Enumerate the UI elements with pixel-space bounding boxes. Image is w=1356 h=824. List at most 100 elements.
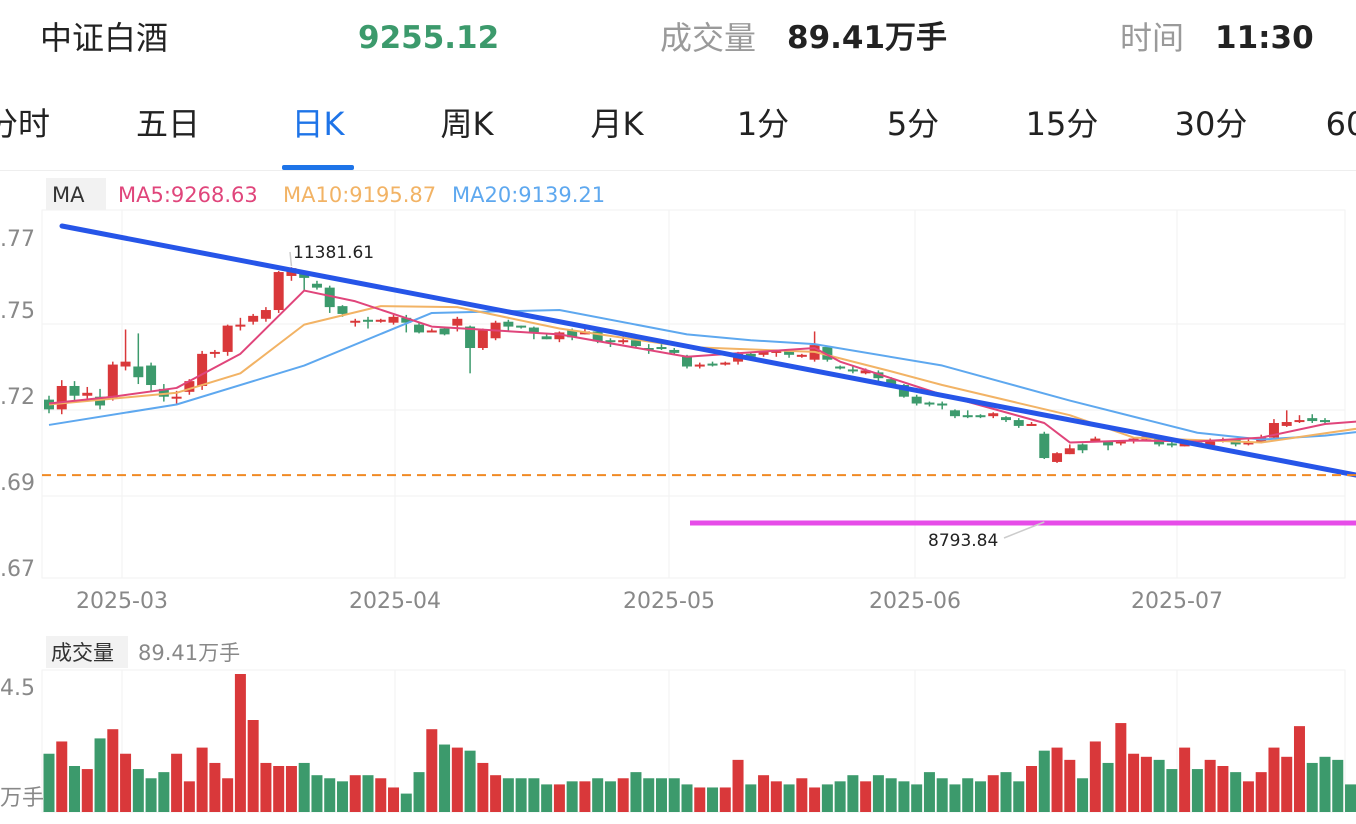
volume-bar <box>1051 747 1063 812</box>
candlestick <box>260 307 271 322</box>
tab-30min[interactable]: 30分 <box>1174 105 1248 143</box>
volume-bar <box>655 778 667 812</box>
volume-bar <box>604 781 616 812</box>
index-name: 中证白酒 <box>40 19 169 57</box>
volume-bar <box>834 781 846 812</box>
ma5-line <box>48 289 1356 444</box>
candlestick <box>949 409 960 419</box>
quote-header: 中证白酒 9255.12 成交量 89.41万手 时间 11:30 <box>0 0 1356 76</box>
volume-bar <box>56 741 68 812</box>
volume-bar <box>1204 759 1216 812</box>
candlestick <box>707 361 718 367</box>
ma20-legend: MA20:9139.21 <box>452 183 605 207</box>
tab-intraday[interactable]: 分时 <box>0 105 51 143</box>
volume-bar <box>1128 753 1140 812</box>
volume-bar <box>69 766 81 812</box>
candlestick <box>350 318 361 327</box>
volume-y-axis: 4.5 万手 <box>0 676 44 811</box>
volume-bar <box>107 729 119 812</box>
tab-5min[interactable]: 5分 <box>886 105 940 143</box>
tab-weekly-k[interactable]: 周K <box>440 105 494 143</box>
index-price: 9255.12 <box>358 20 500 56</box>
tab-60min[interactable]: 60 <box>1325 105 1356 143</box>
volume-bar <box>1332 759 1344 812</box>
volume-bar <box>273 766 285 812</box>
volume-y-tick-label: 万手 <box>0 786 44 811</box>
candlestick <box>1064 444 1075 455</box>
volume-bar <box>145 778 157 812</box>
kline-chart[interactable]: MA MA5:9268.63 MA10:9195.87 MA20:9139.21… <box>0 170 1356 824</box>
volume-bar <box>502 778 514 812</box>
candlestick <box>720 361 731 366</box>
volume-bar <box>1102 762 1114 812</box>
candlestick <box>375 318 386 323</box>
candlestick <box>1281 410 1292 427</box>
volume-bar <box>1153 759 1165 812</box>
x-tick-label: 2025-06 <box>869 589 961 614</box>
volume-bar <box>94 738 106 812</box>
price-annotations: 11381.61 8793.84 <box>289 243 1045 551</box>
volume-bar <box>745 784 757 812</box>
volume-bar <box>1191 769 1203 812</box>
y-axis-labels: .77 .75 .72 .69 .67 <box>0 227 35 582</box>
candlestick <box>273 271 284 313</box>
x-axis-labels: 2025-03 2025-04 2025-05 2025-06 2025-07 <box>76 589 1223 614</box>
volume-bar <box>617 778 629 812</box>
ma-tag: MA <box>52 183 85 207</box>
candlestick <box>197 350 208 390</box>
candlestick <box>363 316 373 329</box>
volume-bar <box>821 784 833 812</box>
ma10-legend: MA10:9195.87 <box>283 183 436 207</box>
high-price-annotation: 11381.61 <box>293 243 374 263</box>
volume-bar <box>451 747 463 812</box>
volume-bar <box>681 784 693 812</box>
candlestick <box>56 380 67 415</box>
volume-bar <box>336 781 348 812</box>
volume-bar <box>758 775 770 812</box>
volume-label: 成交量 <box>660 19 757 57</box>
volume-bar <box>413 772 425 812</box>
tab-monthly-k[interactable]: 月K <box>590 105 644 143</box>
volume-bar <box>158 772 170 812</box>
ma-legend: MA MA5:9268.63 MA10:9195.87 MA20:9139.21 <box>46 178 605 210</box>
tab-daily-k[interactable]: 日K <box>291 105 345 143</box>
candlestick <box>311 280 322 290</box>
candlestick <box>924 401 935 407</box>
volume-bar <box>987 775 999 812</box>
volume-bar <box>962 778 974 812</box>
volume-bars <box>43 674 1356 812</box>
candlestick <box>516 325 527 329</box>
volume-bar <box>464 750 476 812</box>
volume-bar <box>400 793 412 812</box>
candlestick <box>643 344 654 354</box>
tab-15min[interactable]: 15分 <box>1025 105 1099 143</box>
ma20-line <box>48 309 1356 441</box>
volume-bar <box>298 762 310 812</box>
candlestick <box>1026 422 1037 426</box>
x-tick-label: 2025-07 <box>1131 589 1223 614</box>
candlestick <box>120 329 131 371</box>
candlestick <box>847 366 858 374</box>
candlestick <box>158 384 169 402</box>
candlestick <box>1039 431 1050 460</box>
x-tick-label: 2025-05 <box>623 589 715 614</box>
candlestick <box>426 328 437 333</box>
candlestick <box>1294 415 1305 423</box>
volume-bar <box>809 787 821 812</box>
volume-bar <box>1345 784 1356 812</box>
volume-bar <box>796 778 808 812</box>
volume-bar <box>324 778 336 812</box>
volume-bar <box>923 772 935 812</box>
candlestick <box>1166 441 1177 448</box>
volume-y-tick-label: 4.5 <box>0 676 35 701</box>
volume-bar <box>707 787 719 812</box>
tab-five-day[interactable]: 五日 <box>135 105 201 143</box>
volume-bar <box>196 747 208 812</box>
volume-bar <box>81 769 93 812</box>
candlestick <box>235 317 246 331</box>
tab-1min[interactable]: 1分 <box>736 105 790 143</box>
candlestick <box>911 394 922 406</box>
volume-bar <box>1026 766 1038 812</box>
volume-bar <box>579 781 591 812</box>
volume-bar <box>120 753 132 812</box>
